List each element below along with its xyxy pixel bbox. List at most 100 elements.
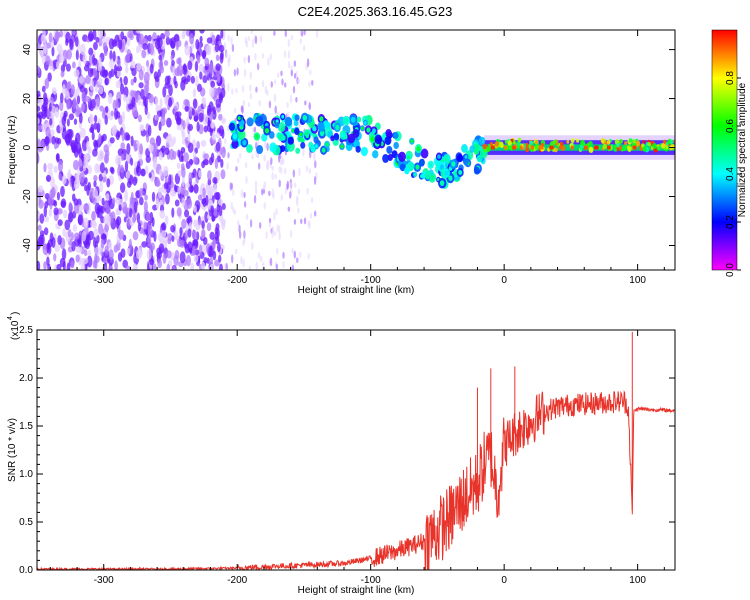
spectrogram-signal-cell [356, 116, 362, 123]
spectrogram-noise-cell [213, 184, 217, 195]
spectrogram-noise-cell [275, 263, 279, 270]
spectrogram-noise-cell [172, 265, 176, 270]
spectrogram-noise-cell [137, 114, 142, 123]
spectrogram-noise-cell [48, 208, 53, 217]
spectrogram-noise-cell [43, 206, 47, 218]
spectrogram-signal-cell [462, 157, 470, 166]
spectrogram-signal-cell [386, 145, 393, 154]
spectrogram-noise-cell [135, 249, 142, 260]
spectrogram-noise-cell [199, 30, 205, 34]
spectrogram-signal-cell [374, 134, 382, 145]
colorbar-tick-label: 0.4 [725, 167, 736, 181]
spectrogram-noise-cell [243, 201, 247, 208]
spectrogram-noise-cell [109, 50, 113, 61]
spectrogram-noise-cell [87, 249, 92, 258]
spectrogram-noise-cell [210, 205, 215, 214]
spectrogram-noise-cell [269, 257, 273, 267]
spectrogram-noise-cell [144, 194, 148, 201]
spectrogram-noise-cell [231, 254, 234, 264]
spectrogram-noise-cell [244, 161, 248, 169]
spectrogram-noise-cell [208, 157, 213, 166]
spectrogram-noise-cell [70, 84, 75, 96]
snr-y-ticks: 0.0 0.5 1.0 1.5 2.0 2.5 [19, 325, 675, 576]
spectrogram-noise-cell [193, 219, 198, 228]
spectrogram-noise-cell [166, 117, 172, 128]
spectrogram-noise-cell [46, 256, 50, 266]
spectrogram-peak-cell [538, 145, 544, 150]
spectrogram-noise-cell [151, 217, 155, 227]
spectrogram-noise-cell [230, 182, 234, 190]
spectrogram-signal-core [437, 154, 441, 159]
spectrogram-noise-cell [221, 203, 226, 210]
spectrogram-noise-cell [171, 59, 175, 67]
spectrogram-noise-cell [237, 157, 240, 164]
spectrogram-noise-cell [293, 60, 297, 68]
spectrogram-noise-cell [98, 223, 104, 235]
spectrogram-noise-cell [135, 93, 139, 104]
spectrogram-noise-cell [58, 172, 63, 181]
spectrogram-noise-cell [212, 250, 217, 261]
spectrogram-signal-cell [294, 127, 300, 135]
spectrogram-noise-cell [162, 107, 168, 115]
spectrogram-noise-cell [74, 36, 79, 48]
spectrogram-signal-cell [418, 158, 425, 167]
spectrogram-noise-cell [126, 48, 131, 58]
spectrogram-noise-cell [187, 132, 191, 142]
spectrogram-noise-cell [131, 96, 136, 108]
spectrogram-signal-cell [232, 133, 238, 140]
spectrogram-signal-cell [656, 146, 661, 151]
spectrogram-noise-cell [91, 197, 97, 205]
spectrogram-noise-cell [157, 259, 163, 269]
spectrogram-noise-cell [207, 186, 213, 198]
spectrogram-noise-cell [56, 191, 61, 201]
spectrogram-noise-cell [154, 75, 160, 83]
spectrogram-noise-cell [296, 195, 299, 202]
spectrogram-signal-cell [334, 134, 340, 141]
snr-y-multiplier-exp: 4 [7, 316, 14, 320]
spectrogram-signal-core [350, 116, 356, 123]
spectrogram-signal-cell [284, 116, 293, 127]
spectrogram-noise-cell [46, 242, 50, 254]
spectrogram-noise-cell [203, 125, 208, 133]
spectrogram-noise-cell [297, 77, 300, 85]
spectrogram-noise-cell [173, 75, 177, 86]
spectrogram-noise-cell [284, 82, 287, 88]
spectrogram-noise-cell [258, 99, 261, 107]
spectrogram-noise-cell [195, 75, 199, 88]
spectrogram-noise-cell [106, 215, 111, 227]
spectrogram-noise-cell [79, 171, 85, 183]
spectrogram-noise-cell [186, 198, 193, 209]
spectrogram-signal-core [237, 116, 241, 121]
spectrogram-noise-cell [289, 94, 293, 104]
colorbar-gradient [711, 29, 738, 271]
spectrogram-signal-cell [277, 122, 286, 133]
spectrogram-signal-cell [600, 138, 605, 144]
spectrogram-peak-cell [594, 145, 599, 150]
spectrogram-noise-cell [206, 257, 210, 264]
spectrogram-noise-cell [121, 129, 125, 142]
spectrogram-x-tick-label: -100 [361, 275, 381, 286]
spectrogram-noise-cell [255, 86, 258, 93]
spectrogram-noise-cell [273, 230, 277, 237]
spectrogram-noise-cell [140, 168, 146, 177]
spectrogram-noise-cell [182, 120, 186, 130]
snr-y-tick-label: 0.0 [19, 565, 33, 576]
spectrogram-noise-cell [202, 159, 209, 166]
spectrogram-noise-cell [158, 168, 163, 177]
spectrogram-noise-cell [268, 100, 272, 109]
spectrogram-signal-cell [494, 141, 499, 147]
spectrogram-signal-cell [482, 143, 487, 150]
spectrogram-noise-cell [43, 92, 48, 103]
spectrogram-noise-cell [177, 169, 183, 177]
spectrogram-noise-cell [273, 30, 276, 36]
snr-x-label: Height of straight line (km) [298, 585, 415, 596]
spectrogram-noise-cell [266, 89, 269, 96]
spectrogram-noise-cell [125, 151, 130, 163]
snr-y-multiplier-close: ) [10, 312, 21, 315]
spectrogram-signal-cell [588, 146, 594, 153]
spectrogram-noise-cell [84, 176, 88, 185]
spectrogram-noise-cell [82, 164, 86, 172]
spectrogram-noise-cell [184, 105, 190, 112]
spectrogram-noise-cell [183, 152, 190, 163]
spectrogram-noise-cell [104, 245, 109, 254]
